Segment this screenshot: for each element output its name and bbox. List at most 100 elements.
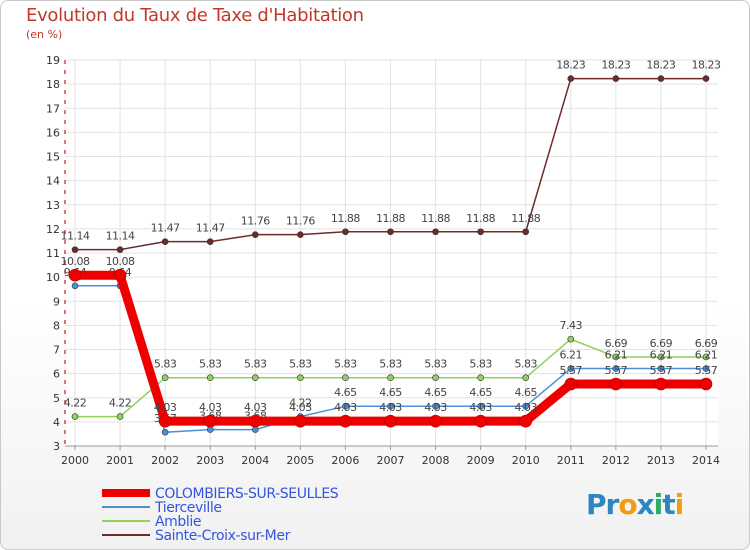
data-point xyxy=(702,353,710,361)
x-tick-label: 2005 xyxy=(286,454,314,467)
data-label: 11.88 xyxy=(421,212,450,225)
data-point xyxy=(522,402,530,410)
y-tick-label: 11 xyxy=(46,247,60,260)
x-tick-label: 2010 xyxy=(512,454,540,467)
data-label: 5.83 xyxy=(244,358,267,371)
data-point xyxy=(203,414,217,428)
x-tick-label: 2013 xyxy=(647,454,675,467)
y-tick-label: 5 xyxy=(53,392,60,405)
logo-part: x xyxy=(636,488,655,521)
data-point xyxy=(477,402,484,410)
data-point xyxy=(699,377,713,391)
data-label: 4.65 xyxy=(424,386,447,399)
data-label: 4.03 xyxy=(424,401,447,414)
data-label: 5.57 xyxy=(560,364,583,377)
data-label: 11.47 xyxy=(196,222,225,235)
data-label: 4.22 xyxy=(64,397,87,410)
data-point xyxy=(68,268,82,282)
data-point xyxy=(161,428,169,436)
data-label: 4.65 xyxy=(334,386,357,399)
data-label: 18.23 xyxy=(556,59,585,72)
data-point xyxy=(294,414,307,428)
data-label: 4.65 xyxy=(469,386,492,399)
data-point xyxy=(564,377,578,391)
data-label: 5.83 xyxy=(469,358,492,371)
x-tick-label: 2007 xyxy=(377,454,405,467)
chart-title: Evolution du Taux de Taxe d'Habitation xyxy=(26,5,364,26)
data-point xyxy=(567,335,575,343)
logo-part: i xyxy=(674,488,685,521)
data-point xyxy=(251,231,259,238)
data-point xyxy=(113,268,127,282)
data-label: 4.22 xyxy=(289,397,312,410)
data-point xyxy=(612,75,620,82)
logo-part: o xyxy=(618,488,637,521)
data-point xyxy=(384,414,397,428)
data-label: 11.76 xyxy=(241,215,270,228)
data-label: 11.88 xyxy=(466,212,495,225)
data-point xyxy=(71,413,79,420)
legend-label: Tierceville xyxy=(154,500,222,516)
data-point xyxy=(387,402,394,410)
data-label: 4.03 xyxy=(289,401,312,414)
data-point xyxy=(657,75,665,82)
data-label: 6.21 xyxy=(650,349,673,362)
data-label: 4.03 xyxy=(469,401,492,414)
y-tick-label: 4 xyxy=(53,416,60,429)
data-label: 5.57 xyxy=(695,364,718,377)
y-tick-label: 10 xyxy=(46,271,60,284)
y-tick-label: 8 xyxy=(53,319,60,332)
data-point xyxy=(609,377,623,391)
x-tick-label: 2004 xyxy=(241,454,269,467)
x-tick-label: 2003 xyxy=(196,454,224,467)
data-label: 5.83 xyxy=(424,358,447,371)
data-label: 18.23 xyxy=(646,59,675,72)
data-label: 4.22 xyxy=(109,397,132,410)
data-point xyxy=(657,353,665,361)
y-tick-label: 7 xyxy=(53,344,60,357)
y-tick-label: 17 xyxy=(46,102,60,115)
data-point xyxy=(567,365,575,372)
data-point xyxy=(432,402,439,410)
data-label: 5.83 xyxy=(379,358,402,371)
data-point xyxy=(206,426,214,433)
data-label: 11.14 xyxy=(61,230,90,243)
data-point xyxy=(612,365,620,372)
data-label: 4.03 xyxy=(154,401,177,414)
data-label: 5.57 xyxy=(650,364,673,377)
data-label: 5.83 xyxy=(514,358,537,371)
data-point xyxy=(71,282,79,290)
data-label: 11.14 xyxy=(106,230,135,243)
y-tick-label: 18 xyxy=(46,78,60,91)
data-point xyxy=(387,228,394,236)
data-label: 6.21 xyxy=(695,349,718,362)
data-point xyxy=(522,374,530,382)
data-point xyxy=(657,365,665,372)
data-point xyxy=(339,414,352,428)
logo-part: Pr xyxy=(586,488,619,521)
x-tick-label: 2014 xyxy=(692,454,720,467)
logo-part: t xyxy=(662,488,675,521)
data-label: 11.88 xyxy=(376,212,405,225)
data-label: 4.03 xyxy=(514,401,537,414)
logo-part: i xyxy=(653,488,664,521)
data-label: 4.03 xyxy=(199,401,222,414)
data-label: 11.88 xyxy=(331,212,360,225)
x-tick-label: 2001 xyxy=(106,454,134,467)
data-point xyxy=(206,238,214,245)
chart-subtitle: (en %) xyxy=(26,28,63,41)
y-tick-label: 3 xyxy=(53,440,60,453)
data-label: 4.03 xyxy=(244,401,267,414)
data-label: 18.23 xyxy=(601,59,630,72)
y-tick-label: 15 xyxy=(46,151,60,164)
x-tick-label: 2006 xyxy=(331,454,359,467)
data-point xyxy=(342,228,349,236)
data-label: 7.43 xyxy=(560,319,583,332)
x-tick-label: 2002 xyxy=(151,454,179,467)
data-label: 4.03 xyxy=(379,401,402,414)
data-point xyxy=(342,374,349,382)
data-label: 10.08 xyxy=(61,255,90,268)
data-point xyxy=(522,228,530,236)
data-point xyxy=(116,246,124,253)
